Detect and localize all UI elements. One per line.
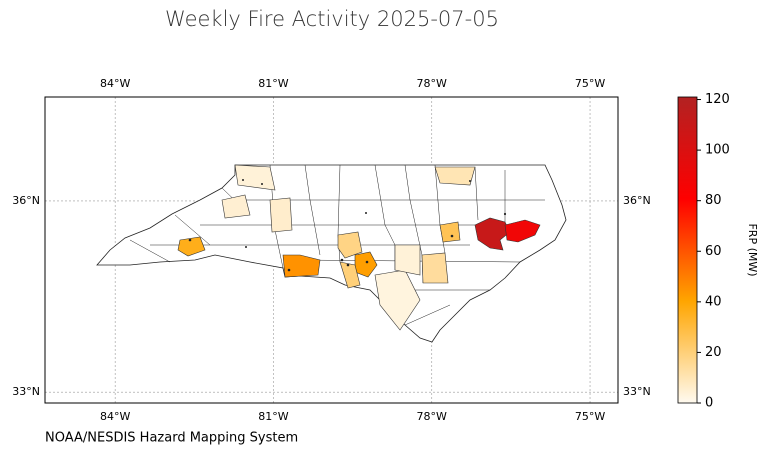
colorbar-tick-label: 0 xyxy=(705,396,713,411)
fire-region xyxy=(177,236,206,257)
y-tick-label: 33°N xyxy=(623,385,651,398)
y-tick-label: 33°N xyxy=(12,385,40,398)
fire-region xyxy=(269,197,293,233)
fire-regions xyxy=(177,164,541,331)
x-tick-label: 78°W xyxy=(417,77,447,90)
state-outline xyxy=(96,164,567,343)
map-frame xyxy=(44,96,619,404)
fire-region xyxy=(221,194,251,219)
x-tick-label: 81°W xyxy=(258,77,288,90)
colorbar-label: FRP (MW) xyxy=(746,223,759,276)
colorbar-tick-label: 100 xyxy=(705,143,730,158)
colorbar-tick-label: 120 xyxy=(705,92,730,107)
source-note: NOAA/NESDIS Hazard Mapping System xyxy=(45,431,298,446)
fire-region xyxy=(339,261,361,289)
fire-region xyxy=(474,217,511,251)
x-tick-label: 84°W xyxy=(100,77,130,90)
map-title: Weekly Fire Activity 2025-07-05 xyxy=(165,7,499,31)
colorbar-tick-label: 60 xyxy=(705,244,722,259)
y-tick-label: 36°N xyxy=(623,194,651,207)
x-tick-label: 81°W xyxy=(258,410,288,423)
fire-region xyxy=(439,221,461,243)
x-tick-label: 75°W xyxy=(575,410,605,423)
fire-region xyxy=(282,254,321,278)
x-tick-label: 75°W xyxy=(575,77,605,90)
fire-region xyxy=(504,219,541,243)
fire-region xyxy=(337,231,363,259)
colorbar xyxy=(677,96,698,404)
colorbar-tick-label: 20 xyxy=(705,345,722,360)
fire-region xyxy=(394,244,421,276)
colorbar-tick-label: 80 xyxy=(705,193,722,208)
fire-region xyxy=(421,252,449,284)
x-tick-label: 78°W xyxy=(417,410,447,423)
colorbar-tick-label: 40 xyxy=(705,294,722,309)
x-tick-label: 84°W xyxy=(100,410,130,423)
y-tick-label: 36°N xyxy=(12,194,40,207)
fire-region xyxy=(234,164,276,191)
fire-detections xyxy=(188,179,507,272)
fire-region xyxy=(434,166,476,186)
